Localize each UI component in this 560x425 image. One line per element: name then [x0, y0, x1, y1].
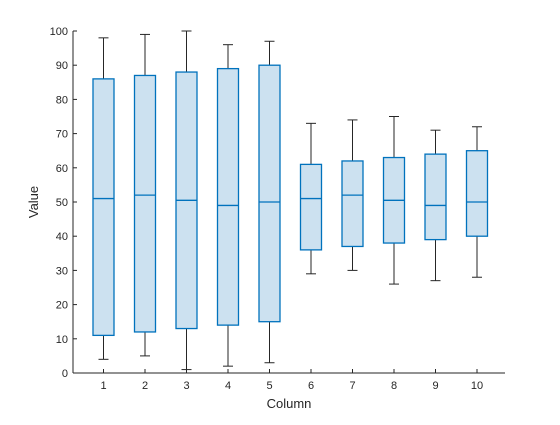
x-tick-label: 10	[471, 380, 483, 392]
box-3	[175, 30, 198, 371]
y-axis-title: Value	[26, 186, 41, 218]
y-tick-label: 20	[56, 300, 68, 312]
y-tick-label: 60	[56, 163, 68, 175]
box-4	[216, 44, 240, 367]
box-5	[258, 40, 281, 364]
y-tick-label: 70	[56, 129, 68, 141]
y-tick-label: 10	[56, 334, 68, 346]
x-tick-label: 5	[266, 380, 272, 392]
y-tick-label: 0	[62, 368, 68, 380]
y-tick-label: 90	[56, 60, 68, 72]
box-10	[465, 126, 489, 278]
x-tick-label: 2	[142, 380, 148, 392]
boxes-layer	[92, 30, 489, 371]
x-tick-label: 6	[308, 380, 314, 392]
iqr-box	[424, 153, 447, 241]
iqr-box	[258, 64, 281, 323]
y-tick-label: 40	[56, 231, 68, 243]
box-8	[382, 116, 406, 285]
x-tick-label: 4	[225, 380, 231, 392]
x-tick-label: 7	[349, 380, 355, 392]
box-6	[299, 122, 323, 275]
x-tick-label: 8	[391, 380, 397, 392]
box-9	[424, 129, 447, 282]
x-tick-label: 3	[183, 380, 189, 392]
x-tick-label: 9	[432, 380, 438, 392]
ticks-layer: 0 10 20 30 40 50 60 70 80 90 100 1 2 3 4 5 6 7 8 9 10	[50, 26, 483, 392]
iqr-box	[92, 78, 115, 337]
box-2	[133, 33, 157, 357]
iqr-box	[133, 74, 157, 333]
y-tick-label: 30	[56, 265, 68, 277]
iqr-box	[341, 160, 364, 248]
box-7	[341, 119, 364, 271]
iqr-box	[465, 150, 489, 237]
x-axis-title: Column	[267, 396, 312, 411]
iqr-box	[216, 67, 240, 326]
x-tick-label: 1	[100, 380, 106, 392]
y-tick-label: 80	[56, 94, 68, 106]
iqr-box	[299, 163, 323, 251]
y-tick-label: 50	[56, 197, 68, 209]
box-1	[92, 37, 115, 360]
y-tick-label: 100	[50, 26, 68, 38]
